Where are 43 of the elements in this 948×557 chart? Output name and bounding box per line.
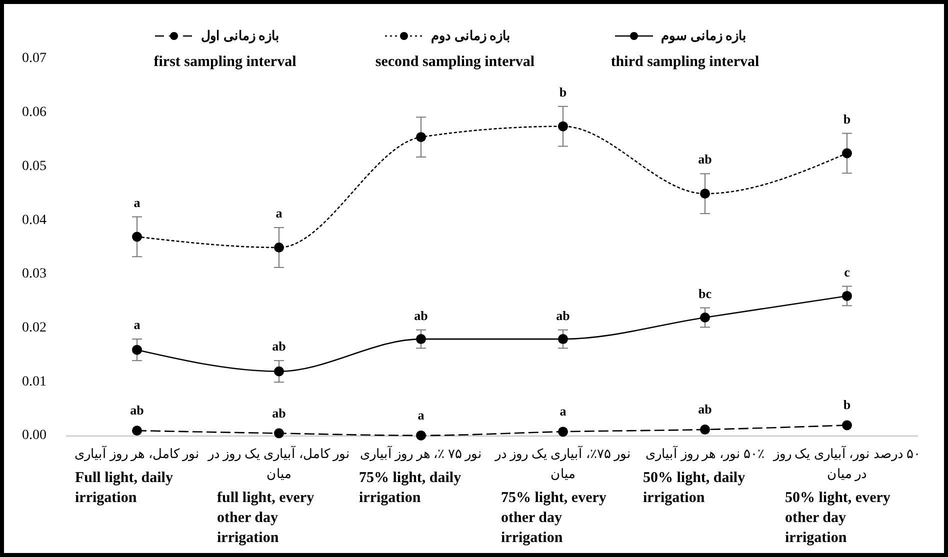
y-tick-label: 0.01 [22,374,46,390]
point [558,426,568,437]
y-tick-label: 0.06 [22,105,46,120]
y-tick-label: 0.04 [22,212,46,228]
y-tick-label: 0.05 [22,158,46,174]
point [842,148,852,158]
point [274,242,284,252]
annotation: ab [272,405,286,420]
point [842,420,852,430]
annotation: b [843,397,851,412]
annotation: ab [130,402,144,418]
point [132,344,142,355]
y-tick-label: 0.07 [22,51,46,66]
y-tick-label: 0.03 [22,266,46,282]
annotation: a [134,194,141,210]
annotation: ab [698,152,712,167]
point [700,188,710,199]
point [274,366,284,376]
y-tick-label: 0.02 [22,320,46,336]
point [700,312,710,323]
point [416,430,426,440]
annotation: a [560,404,567,419]
annotation: a [276,206,283,221]
annotation: b [843,111,851,126]
annotation: bc [698,286,712,301]
point [558,334,568,344]
point [842,290,852,301]
point [132,426,142,436]
annotation: a [134,317,141,332]
annotation: ab [414,308,428,323]
point [274,428,284,438]
point [700,424,710,435]
annotation: c [844,264,850,280]
y-tick-label: 0.00 [22,428,46,444]
annotation: a [418,407,425,422]
point [558,121,568,132]
point [416,334,426,344]
annotation: ab [556,308,570,323]
point [416,132,426,142]
annotation: ab [698,402,712,417]
annotation: ab [272,338,286,354]
annotation: b [559,84,567,100]
point [132,232,142,242]
